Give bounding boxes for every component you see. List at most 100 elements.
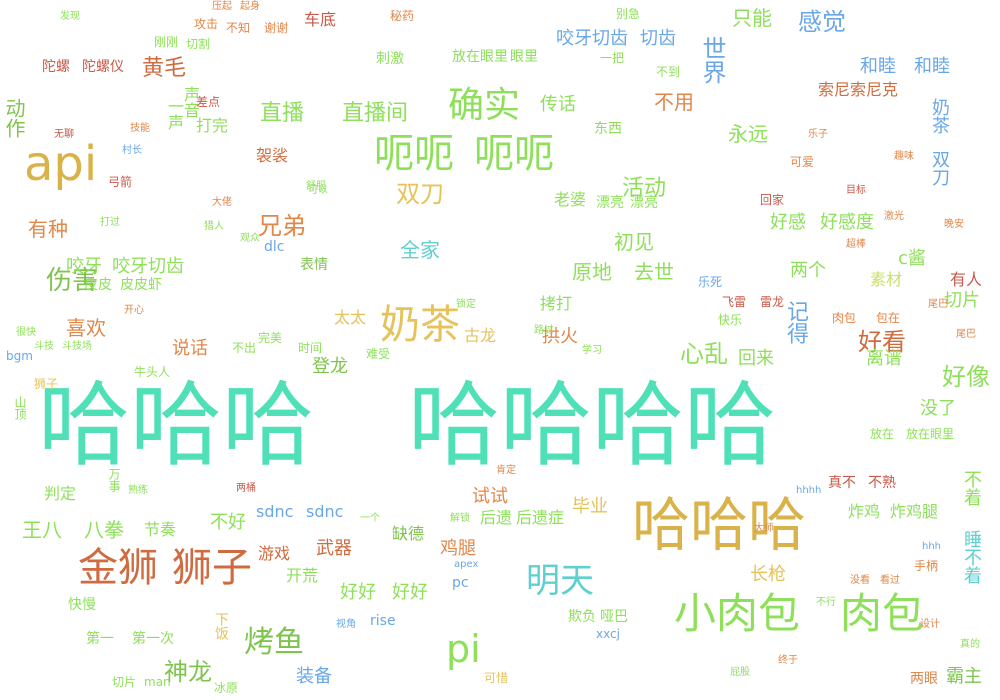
word-jitui: 鸡腿 bbox=[440, 538, 476, 559]
word-panding: 判定 bbox=[44, 484, 77, 503]
word-wuqi: 武器 bbox=[316, 538, 352, 559]
word-buyong: 不用 bbox=[654, 90, 694, 114]
word-yisheng: 一声 bbox=[165, 98, 184, 130]
word-budao: 不到 bbox=[656, 65, 681, 79]
word-yaoyaqiechi: 咬牙切齿 bbox=[112, 256, 184, 277]
word-piaoliang-2: 漂亮 bbox=[630, 195, 658, 211]
word-lieren: 猎人 bbox=[204, 221, 224, 232]
word-ee-1: 呃呃 bbox=[374, 131, 454, 177]
word-kuaiman: 快慢 bbox=[68, 597, 96, 613]
word-douji: 斗技 bbox=[34, 341, 54, 352]
word-huodong: 活动 bbox=[622, 176, 667, 201]
word-yiba: 一把 bbox=[600, 51, 625, 65]
word-ganggang: 刚刚 bbox=[154, 35, 179, 49]
word-henkuai: 很快 bbox=[16, 327, 36, 338]
word-zhuangbei: 装备 bbox=[296, 666, 332, 687]
word-roubao: 肉包 bbox=[840, 589, 925, 638]
word-jiguang: 激光 bbox=[884, 211, 904, 222]
word-buhao: 不好 bbox=[210, 512, 246, 533]
word-kaoyu: 烤鱼 bbox=[244, 625, 304, 660]
word-jide: 记得 bbox=[783, 300, 808, 344]
word-yanli: 眼里 bbox=[510, 49, 538, 65]
word-shufu: 舒服 bbox=[306, 181, 326, 192]
word-buxing: 不行 bbox=[816, 597, 836, 608]
word-wanshi: 万事 bbox=[107, 468, 121, 492]
word-quwei: 趣味 bbox=[894, 151, 914, 162]
word-niutouren: 牛头人 bbox=[134, 365, 171, 379]
word-yaba: 哑巴 bbox=[600, 609, 628, 625]
word-hahaha-gold: 哈哈哈 bbox=[632, 491, 807, 559]
word-shoubing: 手柄 bbox=[914, 559, 939, 573]
word-man: man bbox=[144, 675, 171, 689]
word-huilai: 回来 bbox=[738, 348, 774, 369]
word-mingtian: 明天 bbox=[526, 561, 594, 601]
word-dlc: dlc bbox=[264, 239, 285, 255]
word-naicha-vertical: 奶茶 bbox=[929, 98, 950, 134]
word-zhenbu: 真不 bbox=[828, 475, 856, 491]
word-dashi: 大师 bbox=[754, 523, 774, 534]
word-houyi: 后遗 bbox=[480, 508, 513, 527]
word-api: api bbox=[24, 136, 98, 192]
word-ciji: 刺激 bbox=[376, 51, 404, 67]
word-zhibojian: 直播间 bbox=[342, 101, 409, 126]
word-xiaoroubao: 小肉包 bbox=[674, 589, 801, 638]
word-haohao-2: 好好 bbox=[392, 582, 428, 603]
word-shanghai: 伤害 bbox=[46, 266, 99, 296]
word-suoni: 索尼 bbox=[818, 80, 851, 99]
word-zhibo: 直播 bbox=[260, 101, 305, 126]
word-sheji: 设计 bbox=[920, 619, 940, 630]
word-tuoluoyi: 陀螺仪 bbox=[82, 59, 124, 75]
word-shizi-small: 狮子 bbox=[34, 377, 59, 391]
word-pipixia: 皮皮虾 bbox=[120, 277, 162, 293]
word-gongjian: 弓箭 bbox=[108, 175, 133, 189]
word-nanshou: 难受 bbox=[366, 347, 391, 361]
word-bazhu: 霸主 bbox=[946, 666, 982, 687]
word-bgm: bgm bbox=[6, 349, 33, 363]
word-xiexie: 谢谢 bbox=[264, 21, 289, 35]
word-wanan: 晚安 bbox=[944, 219, 964, 230]
word-jiesuo: 解锁 bbox=[450, 513, 470, 524]
word-yuandi: 原地 bbox=[572, 260, 612, 284]
word-sucai: 素材 bbox=[870, 270, 903, 289]
word-keai: 可爱 bbox=[790, 155, 815, 169]
word-ee-2: 呃呃 bbox=[474, 131, 554, 177]
word-zhajitui: 炸鸡腿 bbox=[890, 502, 939, 521]
word-buchu: 不出 bbox=[232, 341, 257, 355]
word-xuexi: 学习 bbox=[582, 345, 602, 356]
word-qiechi: 切齿 bbox=[640, 28, 676, 49]
word-liangyan: 两眼 bbox=[910, 671, 938, 687]
word-wanmei: 完美 bbox=[258, 331, 283, 345]
word-faxian: 发现 bbox=[60, 11, 80, 22]
word-zhineng: 只能 bbox=[732, 6, 772, 30]
word-kaoda: 拷打 bbox=[540, 294, 573, 313]
word-shijian: 时间 bbox=[298, 341, 323, 355]
word-weiba-2: 尾巴 bbox=[956, 329, 976, 340]
word-youxi: 游戏 bbox=[258, 544, 291, 563]
word-yaoya: 咬牙 bbox=[66, 256, 102, 277]
word-lipu: 离谱 bbox=[866, 348, 902, 369]
word-wuliao: 无聊 bbox=[54, 129, 74, 140]
word-qishen: 起身 bbox=[240, 1, 260, 12]
word-haokan: 好看 bbox=[858, 328, 906, 356]
word-dawan: 打完 bbox=[196, 116, 229, 135]
word-pc: pc bbox=[452, 575, 469, 591]
word-sdnc-2: sdnc bbox=[306, 502, 344, 521]
word-gonghuo: 拱火 bbox=[542, 326, 578, 347]
word-lezi: 乐子 bbox=[808, 129, 828, 140]
word-chaobang: 超棒 bbox=[846, 239, 866, 250]
word-fangzai: 放在 bbox=[870, 427, 895, 441]
word-shengyin: 声音 bbox=[181, 86, 200, 118]
word-lesi: 乐死 bbox=[698, 275, 723, 289]
word-chuanhua: 传话 bbox=[540, 94, 576, 115]
word-hahaha-large: 哈哈哈 bbox=[38, 372, 315, 479]
word-pi: pi bbox=[446, 627, 481, 671]
word-haogandu: 好感度 bbox=[820, 212, 874, 233]
word-shijiao: 视角 bbox=[336, 619, 356, 630]
word-quede: 缺德 bbox=[392, 524, 425, 543]
word-shishi: 试试 bbox=[472, 486, 508, 507]
word-pigu: 屁股 bbox=[730, 667, 750, 678]
word-liangge: 两个 bbox=[790, 260, 826, 281]
word-naicha: 奶茶 bbox=[380, 302, 460, 348]
word-chadian: 差点 bbox=[196, 95, 221, 109]
word-feilei: 飞雷 bbox=[722, 295, 747, 309]
